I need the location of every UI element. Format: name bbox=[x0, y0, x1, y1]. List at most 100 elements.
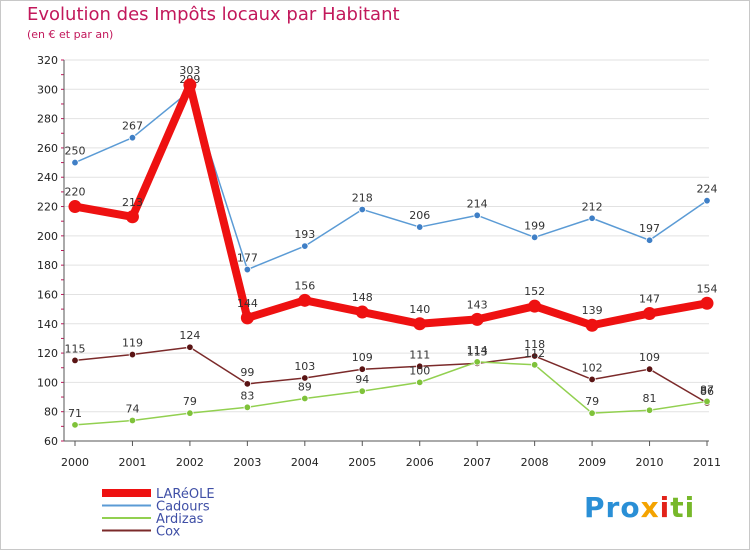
data-point bbox=[585, 318, 599, 332]
data-point bbox=[703, 196, 711, 205]
data-label: 100 bbox=[409, 364, 430, 377]
x-tick-label: 2001 bbox=[118, 456, 146, 469]
data-point bbox=[183, 78, 197, 92]
data-point bbox=[355, 305, 369, 319]
data-label: 214 bbox=[467, 197, 488, 210]
data-label: 213 bbox=[122, 196, 143, 209]
data-point bbox=[243, 403, 252, 411]
x-tick-label: 2007 bbox=[463, 456, 491, 469]
data-point bbox=[71, 356, 79, 365]
data-label: 112 bbox=[524, 347, 545, 360]
data-point bbox=[588, 375, 596, 384]
y-tick-label: 300 bbox=[37, 83, 58, 96]
data-point bbox=[588, 409, 596, 417]
data-label: 111 bbox=[409, 348, 430, 361]
data-label: 99 bbox=[240, 366, 254, 379]
data-point bbox=[703, 397, 711, 406]
data-label: 206 bbox=[409, 209, 430, 222]
x-tick-label: 2006 bbox=[406, 456, 434, 469]
data-label: 154 bbox=[697, 282, 718, 295]
data-label: 114 bbox=[467, 344, 488, 357]
y-tick-label: 180 bbox=[37, 259, 58, 272]
data-point bbox=[473, 358, 481, 366]
data-point bbox=[358, 387, 366, 395]
x-tick-label: 2011 bbox=[693, 456, 721, 469]
data-point bbox=[186, 409, 194, 417]
data-label: 147 bbox=[639, 293, 660, 306]
data-label: 212 bbox=[582, 200, 603, 213]
x-tick-label: 2002 bbox=[176, 456, 204, 469]
data-label: 74 bbox=[125, 402, 139, 415]
data-point bbox=[470, 312, 484, 326]
series-line-cadours bbox=[74, 90, 708, 271]
y-tick-label: 160 bbox=[37, 288, 58, 301]
series-line-laréole bbox=[71, 80, 711, 330]
data-label: 177 bbox=[237, 252, 258, 265]
data-label: 119 bbox=[122, 337, 143, 350]
chart-title: Evolution des Impôts locaux par Habitant bbox=[27, 4, 400, 25]
data-label: 83 bbox=[240, 389, 254, 402]
data-label: 115 bbox=[65, 342, 86, 355]
data-point bbox=[128, 133, 137, 142]
data-point bbox=[645, 236, 654, 244]
data-label: 118 bbox=[524, 338, 545, 351]
data-label: 148 bbox=[352, 291, 373, 304]
data-label: 94 bbox=[355, 373, 369, 386]
y-tick-label: 80 bbox=[44, 406, 58, 419]
data-point bbox=[68, 200, 82, 214]
data-label: 267 bbox=[122, 120, 143, 133]
data-label: 152 bbox=[524, 285, 545, 298]
data-point bbox=[416, 378, 424, 387]
data-label: 303 bbox=[179, 64, 200, 77]
data-point bbox=[588, 214, 596, 222]
x-tick-label: 2008 bbox=[521, 456, 549, 469]
x-tick-label: 2003 bbox=[233, 456, 261, 469]
series-line-ardizas bbox=[74, 361, 708, 426]
data-label: 109 bbox=[352, 351, 373, 364]
data-label: 79 bbox=[585, 395, 599, 408]
series-line-cox bbox=[74, 346, 708, 404]
y-tick-label: 100 bbox=[37, 376, 58, 389]
data-point bbox=[413, 317, 427, 331]
data-point bbox=[186, 343, 194, 351]
chart-subtitle: (en € et par an) bbox=[27, 28, 114, 41]
data-point bbox=[125, 210, 139, 224]
y-tick-label: 140 bbox=[37, 318, 58, 331]
data-label: 199 bbox=[524, 219, 545, 232]
data-point bbox=[298, 293, 312, 307]
data-point bbox=[416, 362, 424, 370]
data-label: 156 bbox=[294, 279, 315, 292]
y-tick-label: 280 bbox=[37, 113, 58, 126]
x-tick-label: 2005 bbox=[348, 456, 376, 469]
y-tick-label: 240 bbox=[37, 171, 58, 184]
data-point bbox=[530, 233, 539, 242]
data-point bbox=[301, 242, 309, 250]
data-label: 109 bbox=[639, 351, 660, 364]
data-label: 71 bbox=[68, 407, 82, 420]
data-point bbox=[358, 205, 366, 214]
data-label: 224 bbox=[697, 183, 718, 196]
data-point bbox=[71, 421, 79, 429]
x-tick-label: 2000 bbox=[61, 456, 89, 469]
data-point bbox=[700, 296, 714, 310]
data-label: 79 bbox=[183, 395, 197, 408]
data-point bbox=[416, 223, 424, 231]
legend-label: Cox bbox=[156, 525, 181, 540]
data-label: 197 bbox=[639, 222, 660, 235]
data-point bbox=[128, 416, 137, 425]
data-label: 102 bbox=[582, 361, 603, 374]
data-label: 144 bbox=[237, 297, 258, 310]
x-tick-label: 2009 bbox=[578, 456, 606, 469]
data-label: 89 bbox=[298, 381, 312, 394]
data-label: 139 bbox=[582, 304, 603, 317]
data-point bbox=[473, 211, 481, 220]
data-label: 103 bbox=[294, 360, 315, 373]
y-tick-label: 60 bbox=[44, 435, 58, 448]
data-point bbox=[240, 311, 254, 325]
y-tick-label: 320 bbox=[37, 54, 58, 67]
data-label: 143 bbox=[467, 298, 488, 311]
data-point bbox=[243, 380, 252, 388]
data-label: 250 bbox=[65, 145, 86, 158]
